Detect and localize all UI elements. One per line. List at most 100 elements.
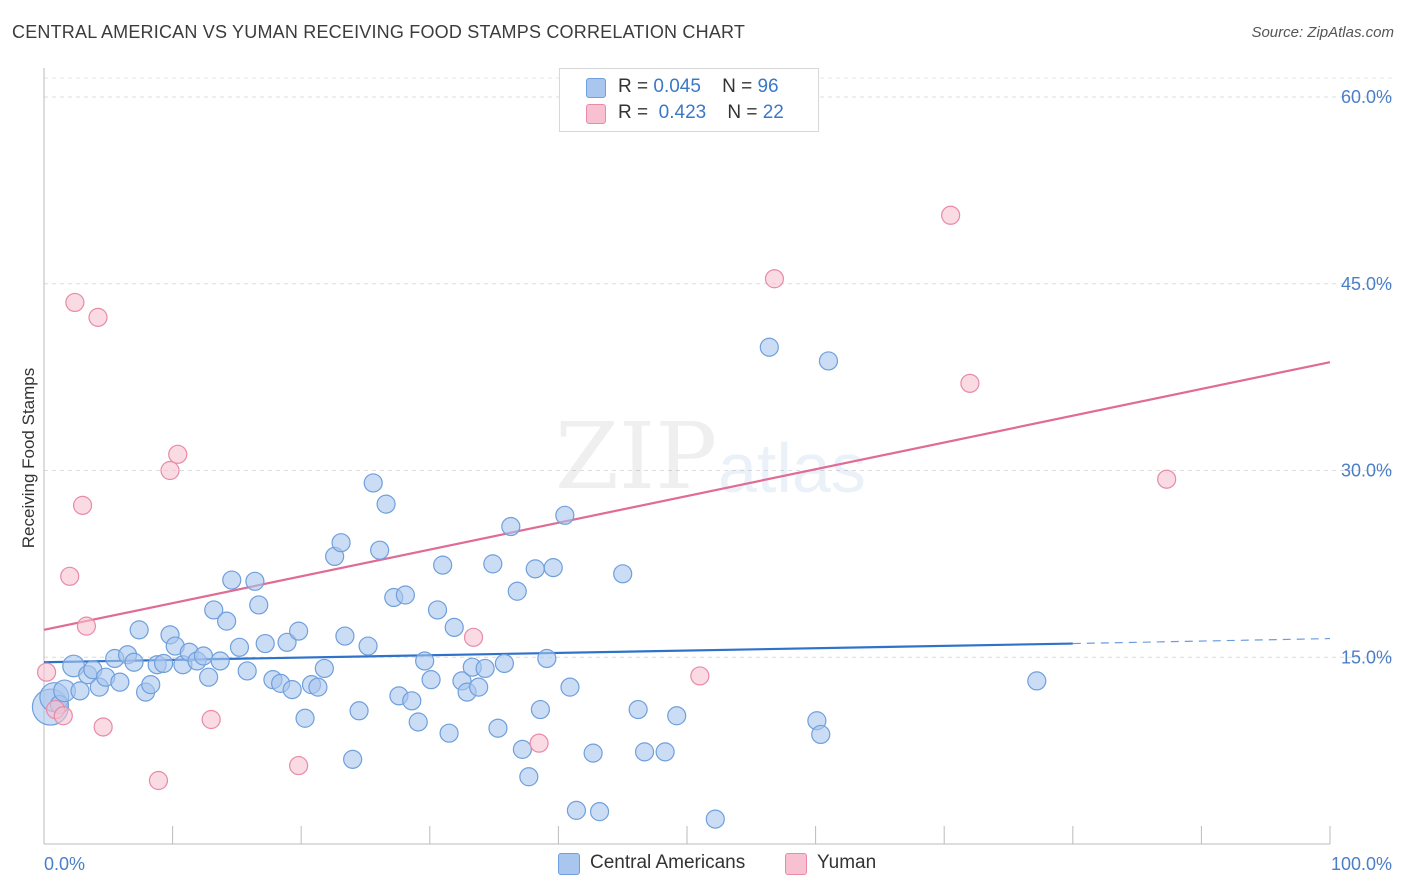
point-central-americans bbox=[634, 742, 655, 762]
trend-line-extension-central-americans bbox=[1072, 637, 1331, 645]
point-yuman bbox=[690, 666, 710, 686]
point-central-americans bbox=[331, 533, 351, 553]
point-yuman bbox=[168, 444, 188, 464]
point-yuman bbox=[53, 706, 73, 726]
legend-swatch-yuman bbox=[586, 104, 606, 124]
point-yuman bbox=[201, 709, 221, 730]
watermark-zip: ZIP bbox=[555, 403, 717, 510]
point-central-americans bbox=[811, 724, 831, 745]
point-yuman bbox=[148, 770, 169, 791]
point-central-americans bbox=[335, 626, 355, 646]
y-tick-label: 30.0% bbox=[1341, 461, 1392, 481]
bottom-legend-label: Yuman bbox=[817, 852, 877, 873]
point-central-americans bbox=[427, 600, 448, 620]
source-note: Source: ZipAtlas.com bbox=[1251, 24, 1394, 41]
point-yuman bbox=[72, 495, 93, 515]
point-central-americans bbox=[512, 739, 532, 759]
point-central-americans bbox=[277, 632, 297, 652]
point-central-americans bbox=[314, 658, 334, 679]
point-central-americans bbox=[537, 648, 557, 669]
axis-labels: 15.0% 30.0% 45.0% 60.0% 0.0% 100.0% Receiving … bbox=[19, 87, 1392, 874]
point-central-americans bbox=[222, 570, 242, 590]
point-central-americans bbox=[141, 675, 161, 695]
x-tick-label-max: 100.0% bbox=[1331, 854, 1392, 874]
point-central-americans bbox=[560, 677, 580, 697]
point-yuman bbox=[960, 373, 980, 393]
point-central-americans bbox=[501, 516, 521, 537]
point-central-americans bbox=[469, 677, 489, 697]
point-yuman bbox=[88, 307, 108, 327]
watermark: ZIP atlas bbox=[555, 403, 866, 510]
point-central-americans bbox=[289, 621, 309, 641]
legend: R = 0.045 N = 96 R = 0.423 N = 22 bbox=[559, 68, 819, 132]
point-yuman bbox=[764, 269, 785, 289]
point-central-americans bbox=[415, 651, 435, 671]
point-central-americans bbox=[583, 743, 603, 763]
point-yuman bbox=[36, 662, 57, 682]
point-central-americans bbox=[439, 723, 459, 743]
point-central-americans bbox=[530, 699, 550, 720]
point-yuman bbox=[93, 717, 113, 737]
point-central-americans bbox=[705, 809, 725, 829]
point-central-americans bbox=[363, 473, 383, 493]
bottom-legend-swatch-yuman bbox=[785, 853, 807, 875]
point-yuman bbox=[160, 460, 180, 481]
legend-text: R = 0.045 N = 96 bbox=[618, 76, 779, 98]
legend-n-label: N = bbox=[727, 102, 758, 123]
point-central-americans bbox=[204, 600, 224, 620]
legend-text: R = 0.423 N = 22 bbox=[618, 102, 784, 124]
legend-n-label: N = bbox=[722, 76, 753, 97]
y-tick-label: 15.0% bbox=[1341, 647, 1392, 667]
point-central-americans bbox=[555, 505, 575, 525]
point-central-americans bbox=[255, 633, 275, 654]
y-tick-label: 60.0% bbox=[1341, 87, 1392, 107]
point-central-americans bbox=[249, 595, 269, 615]
point-central-americans bbox=[349, 701, 369, 721]
legend-n-value: 22 bbox=[762, 102, 784, 123]
point-central-americans bbox=[282, 680, 302, 700]
legend-r-label: R = bbox=[618, 102, 649, 123]
point-central-americans bbox=[818, 351, 839, 371]
point-central-americans bbox=[444, 617, 464, 637]
point-central-americans bbox=[433, 555, 453, 575]
legend-r-label: R = bbox=[618, 76, 649, 97]
point-central-americans bbox=[483, 554, 503, 574]
point-central-americans bbox=[110, 672, 130, 692]
point-yuman bbox=[463, 627, 484, 647]
point-central-americans bbox=[475, 658, 495, 679]
point-central-americans bbox=[376, 494, 396, 514]
data-points bbox=[31, 205, 1177, 829]
point-central-americans bbox=[370, 540, 390, 560]
bottom-legend-swatch-central-americans bbox=[558, 853, 580, 875]
point-central-americans bbox=[229, 637, 250, 657]
point-central-americans bbox=[566, 800, 587, 820]
x-tick-label-min: 0.0% bbox=[44, 854, 85, 874]
legend-n-value: 96 bbox=[757, 76, 779, 97]
point-central-americans bbox=[193, 646, 214, 666]
point-central-americans bbox=[543, 558, 563, 578]
point-central-americans bbox=[655, 742, 675, 762]
point-yuman bbox=[1157, 469, 1177, 489]
point-central-americans bbox=[308, 677, 328, 697]
point-central-americans bbox=[395, 585, 415, 605]
point-central-americans bbox=[507, 581, 527, 601]
point-yuman bbox=[529, 733, 549, 753]
point-central-americans bbox=[245, 571, 265, 591]
point-central-americans bbox=[589, 802, 610, 822]
point-central-americans bbox=[210, 651, 230, 671]
point-central-americans bbox=[667, 706, 687, 726]
point-central-americans bbox=[525, 559, 545, 579]
watermark-atlas: atlas bbox=[718, 429, 866, 507]
point-central-americans bbox=[628, 699, 648, 720]
point-central-americans bbox=[343, 749, 363, 769]
point-central-americans bbox=[237, 661, 257, 681]
point-yuman bbox=[65, 292, 85, 313]
point-central-americans bbox=[358, 636, 378, 656]
gridlines bbox=[44, 77, 1392, 658]
point-yuman bbox=[76, 616, 97, 636]
point-central-americans bbox=[759, 337, 779, 357]
point-central-americans bbox=[519, 767, 539, 787]
point-yuman bbox=[941, 205, 961, 225]
point-central-americans bbox=[408, 712, 428, 732]
point-central-americans bbox=[613, 564, 633, 584]
